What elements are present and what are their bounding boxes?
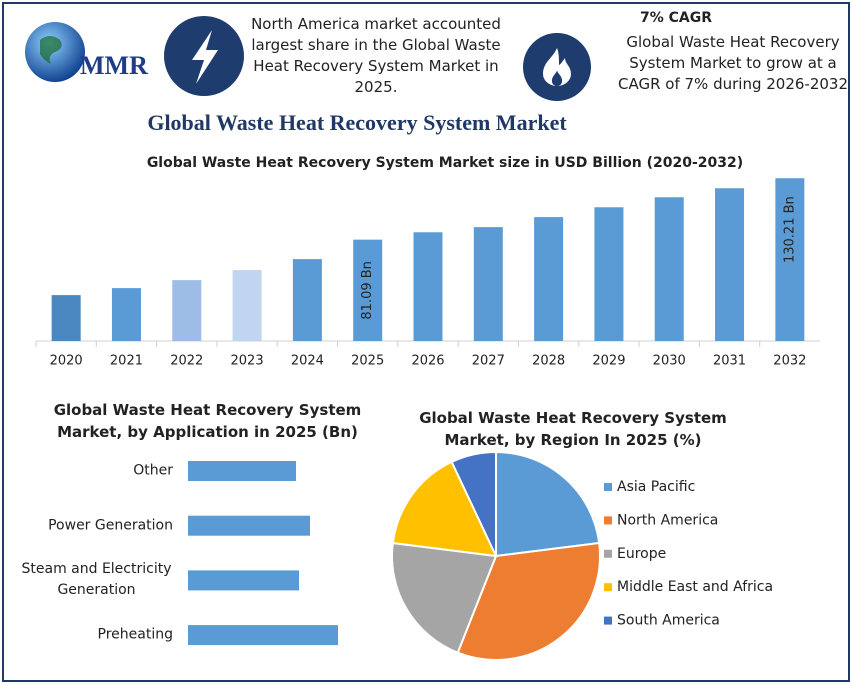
pie-slice — [495, 450, 601, 558]
pie-slice — [456, 541, 601, 661]
bar — [353, 239, 383, 341]
pie-slice — [450, 450, 497, 557]
legend-label: Europe — [617, 546, 666, 562]
x-tick-label: 2021 — [110, 354, 143, 369]
legend-label: Asia Pacific — [617, 479, 695, 495]
legend-swatch — [604, 516, 612, 525]
bar — [413, 232, 443, 341]
y-tick-label: Other — [133, 462, 173, 479]
bar — [188, 461, 296, 481]
bar — [172, 280, 202, 341]
x-tick-label: 2031 — [713, 354, 746, 369]
y-tick-label: Power Generation — [48, 517, 173, 534]
x-tick-label: 2024 — [291, 354, 324, 369]
x-tick-label: 2025 — [351, 354, 384, 369]
bar — [111, 288, 141, 341]
bar — [188, 625, 338, 646]
bar — [188, 570, 299, 591]
main-title: Global Waste Heat Recovery System Market — [147, 110, 567, 135]
x-tick-label: 2029 — [592, 354, 625, 369]
value-label: 130.21 Bn — [782, 196, 797, 263]
legend-label: Middle East and Africa — [617, 579, 773, 595]
pie-slice — [391, 460, 498, 558]
y-tick-label: Preheating — [97, 626, 173, 643]
x-tick-label: 2027 — [472, 354, 505, 369]
x-tick-label: 2032 — [773, 354, 806, 369]
legend-swatch — [604, 549, 612, 558]
bar — [654, 197, 684, 341]
value-label: 81.09 Bn — [360, 261, 375, 320]
x-tick-label: 2026 — [411, 354, 444, 369]
bar — [51, 295, 81, 341]
chart-title: Global Waste Heat Recovery System Market… — [146, 155, 744, 171]
x-tick-label: 2030 — [653, 354, 686, 369]
x-tick-label: 2022 — [170, 354, 203, 369]
legend-label: South America — [617, 613, 720, 629]
legend-swatch — [604, 583, 612, 592]
logo-text: MMR — [80, 51, 148, 80]
x-tick-label: 2023 — [231, 354, 264, 369]
x-tick-label: 2028 — [532, 354, 565, 369]
note: North America market accounted largest s… — [251, 15, 501, 96]
legend-swatch — [604, 483, 612, 491]
x-tick-label: 2020 — [50, 354, 83, 369]
bar — [594, 207, 624, 341]
cagr-text: Global Waste Heat Recovery System Market… — [618, 33, 848, 93]
bolt-icon — [192, 30, 218, 84]
flame-icon — [543, 48, 571, 87]
bar — [534, 217, 564, 341]
chart-title: Global Waste Heat Recovery System Market… — [419, 409, 727, 449]
bar — [232, 270, 262, 341]
logo-land — [40, 36, 62, 64]
bar — [188, 515, 310, 536]
bar — [473, 227, 503, 341]
cagr-title: 7% CAGR — [640, 10, 713, 26]
chart-title: Global Waste Heat Recovery System Market… — [53, 401, 362, 441]
bar — [775, 178, 805, 341]
pie-slice — [391, 541, 498, 654]
bar — [292, 259, 322, 341]
y-tick-label: Steam and Electricity Generation — [21, 561, 172, 599]
bar — [715, 188, 745, 341]
legend-label: North America — [617, 512, 718, 528]
legend-swatch — [604, 616, 612, 625]
